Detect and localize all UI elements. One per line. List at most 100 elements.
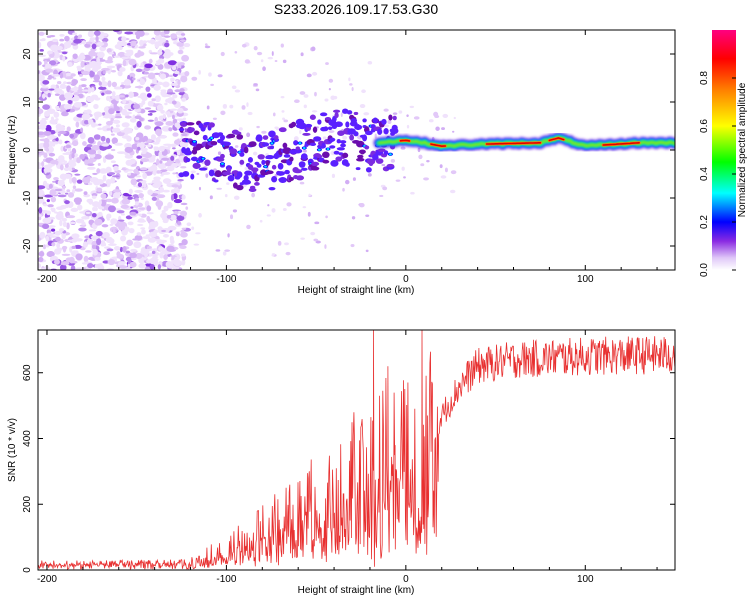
- spectrogram-speckle: [191, 226, 195, 230]
- spectrogram-blob: [278, 127, 287, 133]
- spectrogram-speckle: [46, 232, 55, 236]
- spectrogram-speckle: [142, 135, 149, 142]
- spectrogram-speckle: [137, 146, 141, 151]
- spectrogram-blob: [317, 119, 322, 125]
- spectrogram-speckle: [191, 76, 198, 81]
- spectrogram-speckle: [41, 93, 46, 99]
- spectrogram-speckle: [259, 219, 263, 223]
- spectrogram-speckle: [112, 227, 116, 235]
- spectrogram-speckle: [143, 71, 150, 75]
- spectrogram-speckle: [74, 188, 83, 192]
- spectrogram-speckle: [93, 134, 101, 140]
- spectrogram-speckle: [105, 198, 113, 203]
- spectrogram-speckle: [140, 158, 150, 163]
- spectrogram-speckle: [87, 158, 95, 162]
- spectrogram-speckle: [449, 189, 456, 194]
- spectrogram-speckle: [179, 39, 186, 42]
- spectrogram-speckle: [115, 95, 120, 102]
- spectrogram-speckle: [176, 215, 185, 221]
- spectrogram-speckle: [151, 255, 159, 259]
- spectrogram-speckle: [61, 217, 67, 222]
- spectrogram-speckle: [61, 232, 67, 240]
- spectrogram-speckle: [112, 119, 121, 124]
- spectrogram-speckle: [44, 110, 50, 117]
- spectrogram-speckle: [293, 136, 299, 142]
- spectrogram-speckle: [161, 171, 171, 175]
- spectrogram-speckle: [49, 135, 58, 139]
- spectrogram-speckle: [50, 196, 57, 203]
- spectrogram-speckle: [38, 250, 45, 257]
- spectrogram-speckle: [39, 231, 46, 239]
- spectrogram-peak-core: [399, 139, 411, 142]
- spectrogram-speckle: [403, 176, 406, 179]
- spectrogram-speckle: [123, 104, 132, 110]
- spectrogram-speckle: [328, 88, 331, 91]
- spectrogram-blob: [334, 121, 343, 128]
- spectrogram-speckle: [47, 225, 56, 228]
- spectrogram-blob: [357, 154, 364, 159]
- spectrogram-speckle: [152, 168, 157, 176]
- spectrogram-speckle: [151, 163, 157, 171]
- spectrogram-speckle: [111, 95, 116, 99]
- spectrogram-speckle: [47, 50, 53, 55]
- spectrogram-speckle: [173, 70, 180, 75]
- spectrogram-speckle: [234, 145, 239, 148]
- spectrogram-speckle: [88, 229, 97, 232]
- spectrogram-blob: [345, 121, 350, 128]
- spectrogram-speckle: [86, 163, 95, 166]
- spectrogram-speckle: [176, 42, 185, 47]
- spectrogram-speckle: [121, 198, 131, 205]
- spectrogram-speckle: [92, 248, 98, 256]
- spectrogram-speckle: [105, 178, 112, 186]
- spectrogram-speckle: [241, 105, 246, 110]
- spectrogram-speckle: [54, 230, 61, 236]
- spectrogram-speckle: [42, 217, 52, 224]
- spectrogram-speckle: [444, 167, 448, 173]
- spectrogram-speckle: [156, 129, 162, 137]
- spectrogram-speckle: [158, 151, 162, 158]
- spectrogram-blob: [305, 123, 313, 128]
- spectrogram-speckle: [69, 133, 75, 139]
- spectrogram-blob: [245, 180, 252, 185]
- spectrogram-speckle: [52, 38, 59, 43]
- spectrogram-speckle: [128, 228, 135, 234]
- spectrogram-blob-core: [317, 148, 321, 151]
- spectrogram-speckle: [162, 189, 170, 193]
- spectrogram-speckle: [59, 72, 64, 79]
- spectrogram-speckle: [113, 165, 119, 171]
- spectrogram-speckle: [102, 232, 110, 239]
- spectrogram-speckle: [177, 179, 184, 182]
- spectrogram-speckle: [97, 149, 102, 155]
- spectrogram-speckle: [71, 140, 79, 147]
- spectrogram-speckle: [69, 73, 76, 77]
- spectrogram-speckle: [122, 98, 127, 105]
- spectrogram-speckle: [172, 94, 178, 99]
- spectrogram-speckle: [234, 89, 241, 93]
- spectrogram-speckle: [232, 209, 238, 213]
- spectrogram-speckle: [171, 100, 177, 105]
- spectrogram-speckle: [125, 250, 130, 254]
- spectrogram-speckle: [134, 115, 142, 120]
- spectrogram-speckle: [58, 139, 63, 145]
- spectrogram-speckle: [64, 35, 70, 42]
- spectrogram-speckle: [85, 250, 92, 253]
- spectrogram-speckle: [73, 197, 83, 204]
- spectrogram-speckle: [244, 167, 248, 171]
- colorbar-tick-label: 0.8: [699, 71, 710, 85]
- spectrogram-speckle: [163, 234, 169, 238]
- spectrogram-speckle: [40, 86, 49, 89]
- spectrogram-blob-core: [302, 147, 306, 150]
- spectrogram-blob: [383, 150, 389, 156]
- spectrogram-speckle: [96, 187, 103, 193]
- spectrogram-speckle: [409, 105, 415, 109]
- spectrogram-blob: [368, 161, 374, 167]
- spectrogram-speckle: [170, 155, 175, 161]
- spectrogram-speckle: [134, 213, 141, 216]
- spectrogram-speckle: [246, 132, 251, 138]
- spectrogram-speckle: [104, 112, 109, 115]
- spectrogram-speckle: [96, 168, 101, 174]
- spectrogram-speckle: [60, 145, 64, 152]
- spectrogram-speckle: [152, 141, 160, 145]
- spectrogram-speckle: [176, 118, 185, 121]
- spectrogram-blob-core: [298, 142, 302, 145]
